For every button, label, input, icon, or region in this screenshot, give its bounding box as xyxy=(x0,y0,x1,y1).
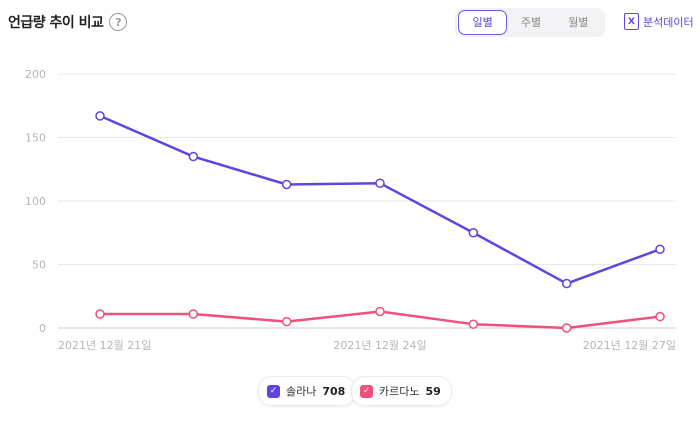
checkbox-checked-icon: ✓ xyxy=(267,384,280,398)
legend-count: 59 xyxy=(425,384,441,398)
legend-label: 솔라나 xyxy=(286,385,317,398)
tab-weekly[interactable]: 주별 xyxy=(520,16,542,29)
x-tick-label: 2021년 12월 24일 xyxy=(333,338,426,352)
y-tick-label: 0 xyxy=(39,322,46,335)
data-point xyxy=(281,316,292,327)
legend-item-cardano[interactable]: ✓ 카르다노 59 xyxy=(351,376,452,406)
help-icon[interactable]: ? xyxy=(109,13,128,31)
data-point xyxy=(188,309,199,319)
y-tick-label: 200 xyxy=(25,68,46,81)
data-point xyxy=(188,151,199,162)
export-data-button[interactable]: X 분석데이터 xyxy=(624,13,694,30)
x-tick-label: 2021년 12월 27일 xyxy=(583,338,676,352)
checkbox-checked-icon: ✓ xyxy=(360,384,373,398)
tab-monthly[interactable]: 월별 xyxy=(568,16,589,29)
data-point xyxy=(95,309,105,319)
y-tick-label: 50 xyxy=(32,259,46,272)
y-tick-label: 100 xyxy=(25,195,46,208)
tab-daily[interactable]: 일별 xyxy=(458,10,508,35)
data-point xyxy=(281,179,292,190)
excel-icon: X xyxy=(624,13,639,30)
data-point xyxy=(468,319,479,329)
data-point xyxy=(655,311,665,322)
legend-count: 708 xyxy=(322,384,346,398)
legend-item-solana[interactable]: ✓ 솔라나 708 xyxy=(258,376,357,406)
series-line-solana xyxy=(99,114,661,285)
line-chart: 0 50 100 150 200 2021년 12월 21일 2021년 12월 24일 20… xyxy=(25,68,676,352)
chart-title: 언급량 추이 비교 xyxy=(8,15,104,31)
data-point xyxy=(655,244,665,255)
data-point xyxy=(95,111,105,121)
y-tick-label: 150 xyxy=(25,132,46,145)
data-point xyxy=(375,178,385,188)
title-row: 언급량 추이 비교 ? xyxy=(8,12,128,32)
period-tabs: 일별 주별 월별 xyxy=(455,8,605,37)
x-tick-label: 2021년 12월 21일 xyxy=(58,338,151,352)
data-point xyxy=(561,278,572,289)
data-point xyxy=(468,228,479,238)
data-point xyxy=(561,323,572,333)
legend-label: 카르다노 xyxy=(379,385,420,398)
export-data-label: 분석데이터 xyxy=(643,15,694,29)
data-point xyxy=(375,306,385,317)
